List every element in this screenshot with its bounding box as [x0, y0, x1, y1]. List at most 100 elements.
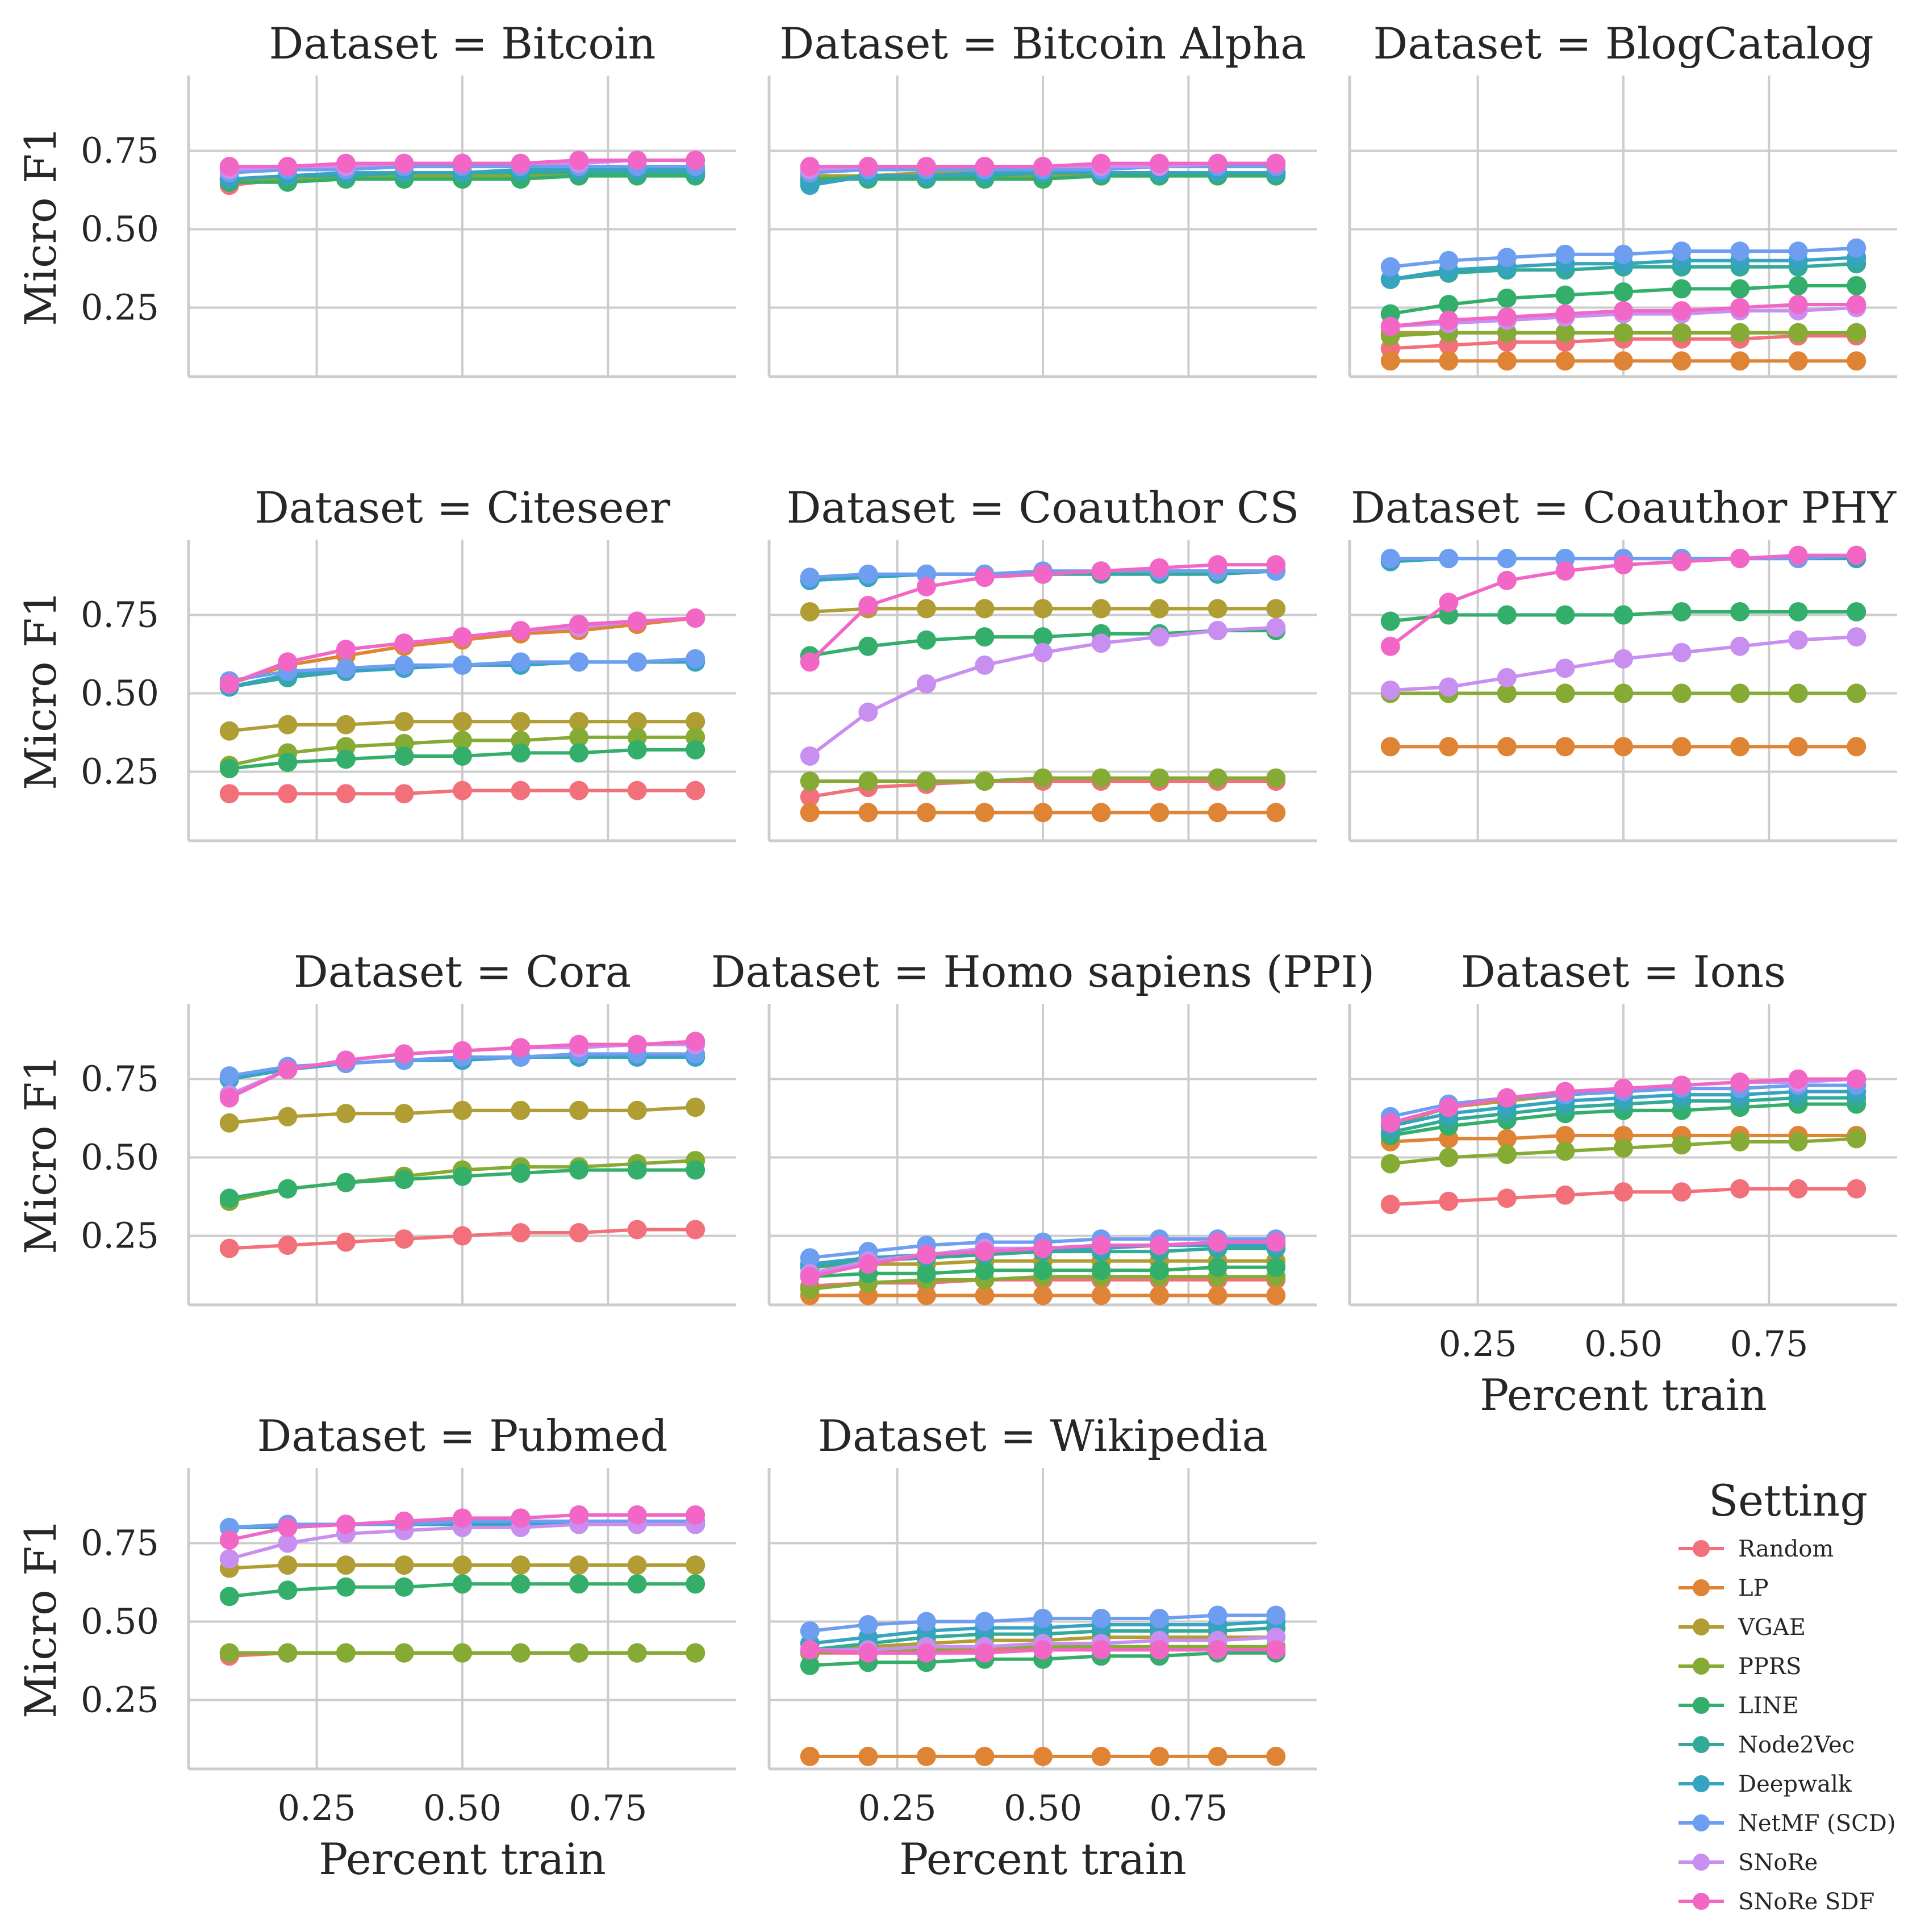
panel-bitcoin-alpha-series-snore-sdf-point-2 [916, 157, 936, 177]
panel-cora-series-line-point-1 [278, 1179, 298, 1199]
panel-homo-sapiens-ppi-title: Dataset = Homo sapiens (PPI) [711, 946, 1375, 997]
panel-coauthor-phy-title: Dataset = Coauthor PHY [1351, 482, 1897, 533]
panel-wikipedia-series-lp-point-8 [1266, 1746, 1286, 1766]
panel-citeseer-series-snore-sdf-point-8 [686, 608, 705, 628]
panel-ions-series-lp-point-2 [1497, 1129, 1517, 1149]
panel-cora-series-line-point-5 [511, 1163, 531, 1183]
panel-ions-series-pprs-point-0 [1380, 1154, 1400, 1174]
panel-coauthor-phy-series-pprs-point-5 [1672, 683, 1692, 703]
panel-citeseer-series-vgae-point-1 [278, 715, 298, 735]
panel-citeseer-series-snore-sdf-point-3 [394, 633, 414, 653]
panel-citeseer-series-snore-sdf-point-4 [453, 627, 472, 647]
panel-ions-series-random-point-8 [1847, 1179, 1867, 1199]
panel-wikipedia-series-netmf-scd-point-3 [975, 1612, 995, 1631]
panel-cora-series-vgae-point-7 [627, 1100, 647, 1120]
panel-homo-sapiens-ppi-series-line-point-7 [1208, 1257, 1227, 1277]
panel-citeseer-series-vgae-point-8 [686, 712, 705, 732]
panel-bitcoin-alpha-series-snore-sdf-point-5 [1091, 153, 1111, 173]
panel-homo-sapiens-ppi-series-netmf-scd-point-0 [800, 1248, 820, 1268]
panel-cora-series-snore-sdf-point-1 [278, 1059, 298, 1079]
panel-blogcatalog-series-snore-sdf-point-0 [1380, 316, 1400, 336]
panel-citeseer-series-random-point-3 [394, 784, 414, 804]
panel-ions-series-pprs-point-8 [1847, 1129, 1867, 1149]
panel-ions-series-random-point-5 [1672, 1182, 1692, 1202]
legend-item-snore-sdf-label: SNoRe SDF [1738, 1889, 1874, 1915]
panel-citeseer-series-snore-sdf-point-1 [278, 652, 298, 672]
panel-bitcoin-ylabel: Micro F1 [15, 126, 66, 326]
panel-coauthor-phy-series-snore-sdf-point-3 [1555, 561, 1575, 581]
panel-cora-series-random-point-0 [219, 1238, 239, 1258]
panel-coauthor-cs-series-snore-sdf-point-6 [1150, 558, 1170, 578]
panel-cora-series-random-point-6 [569, 1223, 589, 1243]
panel-bitcoin-alpha-series-snore-sdf-point-1 [858, 157, 878, 177]
panel-cora-series-line-point-4 [453, 1166, 472, 1186]
panel-coauthor-phy-series-lp-point-3 [1555, 737, 1575, 757]
panel-coauthor-phy-series-line-point-6 [1730, 602, 1750, 621]
panel-coauthor-cs-series-random-point-0 [800, 787, 820, 807]
panel-blogcatalog-series-snore-sdf-point-2 [1497, 307, 1517, 327]
panel-ions-series-snore-sdf-point-7 [1788, 1069, 1808, 1089]
panel-bitcoin-alpha-series-snore-sdf-point-3 [975, 157, 995, 177]
panel-coauthor-cs-series-pprs-point-2 [916, 771, 936, 791]
panel-cora-series-snore-sdf-point-8 [686, 1032, 705, 1051]
panel-homo-sapiens-ppi-series-lp-point-5 [1091, 1286, 1111, 1305]
panel-cora-series-random-point-3 [394, 1229, 414, 1249]
panel-coauthor-phy-series-netmf-scd-point-0 [1380, 549, 1400, 569]
panel-coauthor-cs-series-line-point-2 [916, 630, 936, 650]
legend-item-vgae-marker [1693, 1618, 1710, 1635]
panel-wikipedia-series-snore-sdf-point-7 [1208, 1640, 1227, 1660]
panel-ions-series-pprs-point-2 [1497, 1145, 1517, 1164]
panel-ions-xtick-label-2: 0.75 [1730, 1323, 1808, 1364]
panel-ions-series-snore-sdf-point-6 [1730, 1073, 1750, 1092]
panel-coauthor-phy-series-snore-sdf-point-4 [1614, 555, 1633, 575]
panel-coauthor-phy-series-snore-point-6 [1730, 636, 1750, 656]
panel-wikipedia-series-netmf-scd-point-7 [1208, 1605, 1227, 1625]
panel-coauthor-phy-series-snore-point-1 [1439, 677, 1459, 697]
panel-homo-sapiens-ppi-series-line-point-6 [1150, 1261, 1170, 1280]
legend-item-random-label: Random [1738, 1536, 1834, 1562]
panel-blogcatalog-series-snore-sdf-point-4 [1614, 301, 1633, 321]
panel-coauthor-cs-series-pprs-point-8 [1266, 768, 1286, 788]
panel-wikipedia-series-netmf-scd-point-8 [1266, 1605, 1286, 1625]
panel-wikipedia-series-lp-point-3 [975, 1746, 995, 1766]
panel-citeseer-series-line-point-8 [686, 740, 705, 760]
panel-wikipedia-series-netmf-scd-point-5 [1091, 1609, 1111, 1628]
panel-citeseer-series-line-point-4 [453, 746, 472, 766]
panel-wikipedia-series-snore-sdf-point-2 [916, 1643, 936, 1663]
panel-coauthor-phy-series-snore-sdf-point-6 [1730, 549, 1750, 569]
panel-citeseer-series-vgae-point-3 [394, 712, 414, 732]
panel-bitcoin-alpha-series-snore-sdf-point-8 [1266, 153, 1286, 173]
panel-cora-series-line-point-0 [219, 1188, 239, 1208]
panel-coauthor-cs-series-snore-sdf-point-7 [1208, 555, 1227, 575]
panel-cora-series-line-point-3 [394, 1170, 414, 1190]
panel-bitcoin-ytick-label-2: 0.75 [81, 130, 159, 172]
panel-bitcoin-series-snore-sdf-point-4 [453, 153, 472, 173]
panel-wikipedia-series-lp-point-2 [916, 1746, 936, 1766]
panel-coauthor-phy-series-lp-point-8 [1847, 737, 1867, 757]
panel-pubmed-series-line-point-7 [627, 1574, 647, 1594]
panel-coauthor-phy-series-lp-point-7 [1788, 737, 1808, 757]
panel-blogcatalog-series-lp-point-1 [1439, 351, 1459, 371]
panel-cora-ylabel: Micro F1 [15, 1054, 66, 1254]
panel-pubmed-series-line-point-2 [336, 1577, 356, 1597]
legend-item-snore-marker [1693, 1854, 1710, 1871]
panel-coauthor-cs-series-snore-point-4 [1033, 642, 1053, 662]
panel-coauthor-cs-series-lp-point-5 [1091, 803, 1111, 823]
panel-blogcatalog-series-netmf-scd-point-2 [1497, 248, 1517, 268]
panel-pubmed-series-snore-point-1 [278, 1533, 298, 1553]
panel-citeseer-series-netmf-scd-point-3 [394, 655, 414, 675]
panel-citeseer-ytick-label-1: 0.50 [81, 673, 159, 714]
panel-cora-series-snore-sdf-point-4 [453, 1041, 472, 1061]
panel-coauthor-phy-series-pprs-point-8 [1847, 683, 1867, 703]
panel-cora-series-snore-sdf-point-3 [394, 1044, 414, 1064]
panel-wikipedia-series-lp-point-6 [1150, 1746, 1170, 1766]
legend-item-snore-sdf-marker [1693, 1893, 1710, 1910]
panel-coauthor-cs-series-vgae-point-5 [1091, 599, 1111, 619]
panel-coauthor-cs-series-pprs-point-1 [858, 771, 878, 791]
panel-homo-sapiens-ppi-series-snore-sdf-point-8 [1266, 1232, 1286, 1252]
panel-citeseer-series-snore-sdf-point-5 [511, 621, 531, 641]
panel-coauthor-phy-series-line-point-0 [1380, 611, 1400, 631]
panel-blogcatalog-series-netmf-scd-point-6 [1730, 241, 1750, 261]
panel-coauthor-phy-series-line-point-5 [1672, 602, 1692, 621]
panel-citeseer-series-line-point-2 [336, 749, 356, 769]
